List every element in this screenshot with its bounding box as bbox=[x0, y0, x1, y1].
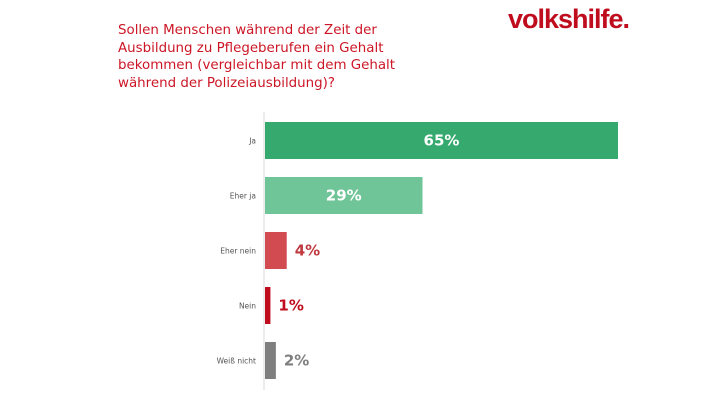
category-label-ja: Ja bbox=[248, 137, 256, 146]
value-label-eher-nein: 4% bbox=[295, 242, 320, 260]
bar-nein bbox=[265, 287, 271, 324]
chart-title: Sollen Menschen während der Zeit der Aus… bbox=[118, 23, 396, 91]
bar-eher-nein bbox=[265, 232, 287, 269]
bar-ja bbox=[265, 122, 618, 159]
value-label-ja: 65% bbox=[424, 132, 460, 150]
volkshilfe-logo: volkshilfe. bbox=[508, 4, 630, 34]
category-label-weiss-nicht: Weiß nicht bbox=[217, 357, 256, 366]
category-label-nein: Nein bbox=[239, 302, 256, 311]
category-label-eher-ja: Eher ja bbox=[230, 192, 256, 201]
bar-weiss-nicht bbox=[265, 342, 276, 379]
value-label-eher-ja: 29% bbox=[326, 187, 362, 205]
bar-eher-ja bbox=[265, 177, 423, 214]
category-label-eher-nein: Eher nein bbox=[220, 247, 256, 256]
value-label-nein: 1% bbox=[278, 297, 303, 315]
value-label-weiss-nicht: 2% bbox=[284, 352, 309, 370]
